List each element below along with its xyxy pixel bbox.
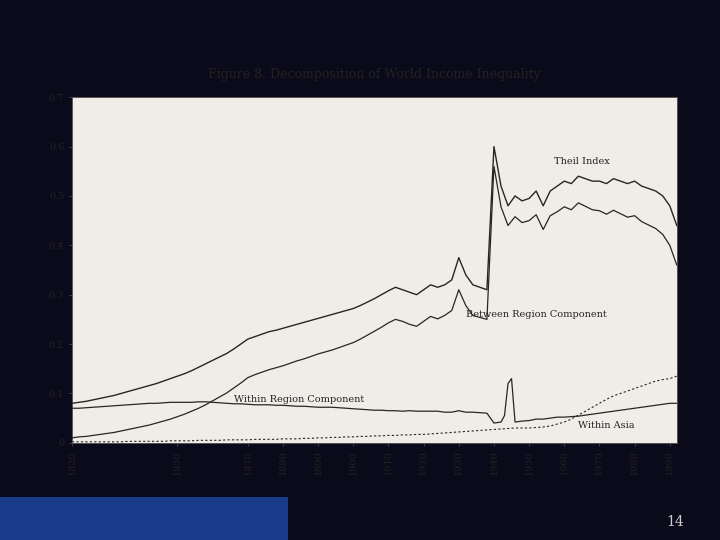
- Text: Figure 8. Decomposition of World Income Inequality: Figure 8. Decomposition of World Income …: [208, 68, 541, 81]
- Text: Theil Index: Theil Index: [554, 157, 610, 166]
- Text: Between Region Component: Between Region Component: [466, 310, 606, 319]
- Text: Within Region Component: Within Region Component: [234, 395, 364, 404]
- Text: Within Asia: Within Asia: [578, 421, 635, 430]
- Text: 14: 14: [666, 515, 684, 529]
